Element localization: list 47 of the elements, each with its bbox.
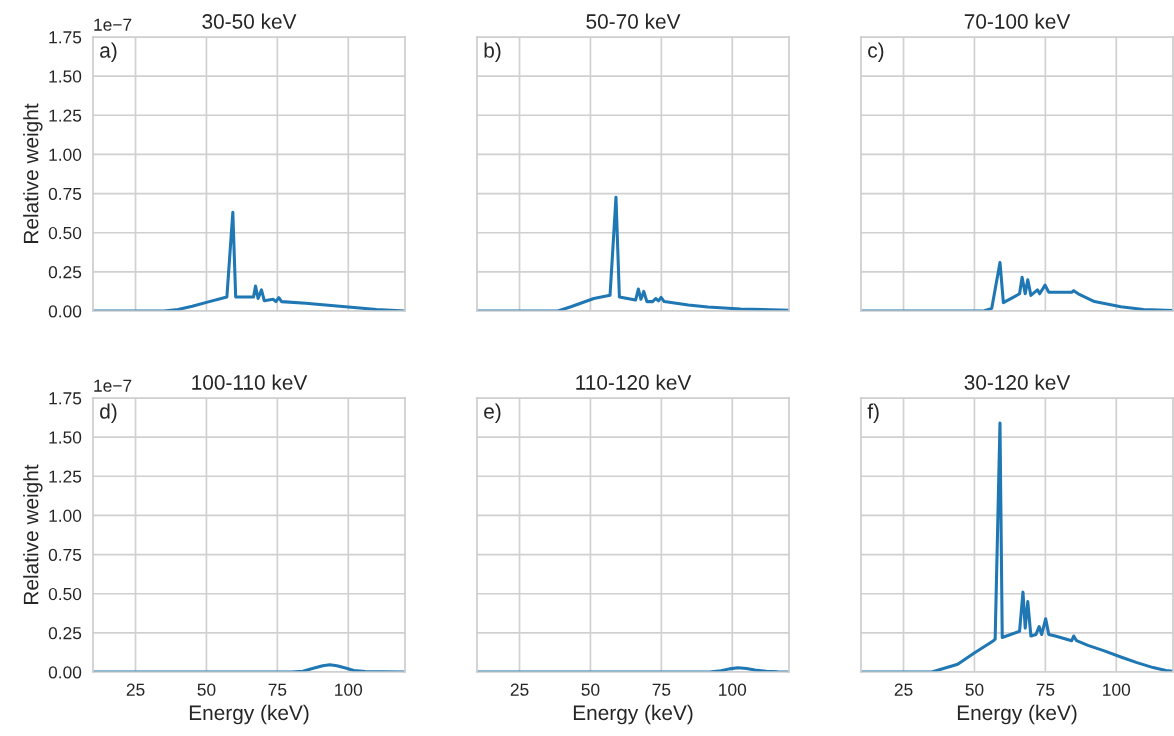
y-tick-label: 1.75 [49,31,82,44]
annotation: f) [867,403,879,423]
chart-title: 30-120 keV [964,374,1071,390]
y-tick-label: 0.75 [48,548,82,562]
x-tick-label: 100 [719,683,747,696]
x-axis-title: Energy (keV) [189,704,309,725]
chart-title: 50-70 keV [586,13,681,29]
annotation: d) [100,403,117,423]
x-tick-label: 25 [894,683,913,696]
y-tick-label: 1.25 [49,470,82,483]
x-tick-label: 25 [126,683,145,696]
y-tick-label: 0.50 [48,587,82,601]
y-tick-label: 0.00 [48,666,82,679]
chart-title: 100-110 keV [192,374,308,390]
y-axis-title: Relative weight [23,464,43,604]
y-tick-label: 0.75 [48,187,82,201]
annotation: b) [484,42,501,62]
y-tick-label: 1.75 [49,392,82,405]
x-tick-label: 50 [581,683,600,696]
x-axis-title: Energy (keV) [573,704,693,725]
y-tick-label: 1.00 [49,509,82,522]
annotation: e) [484,403,501,423]
x-tick-label: 75 [1036,683,1055,696]
chart-title: 30-50 keV [202,13,297,29]
x-tick-label: 75 [652,683,671,696]
x-tick-label: 50 [197,683,216,696]
y-tick-label: 1.00 [49,148,82,161]
y-tick-label: 0.00 [48,305,82,318]
annotation: c) [868,42,884,62]
y-tick-label: 1.50 [49,431,82,444]
y-axis-title: Relative weight [23,103,43,243]
y-tick-label: 0.25 [48,627,82,640]
text: 1e−7 [94,379,132,392]
x-tick-label: 100 [1103,683,1131,696]
x-tick-label: 75 [268,683,287,696]
x-tick-label: 100 [335,683,363,696]
annotation: a) [100,42,117,62]
y-tick-label: 0.50 [48,226,82,240]
y-tick-label: 1.25 [49,109,82,122]
x-axis-title: Energy (keV) [957,704,1077,725]
text: 1e−7 [94,18,132,31]
y-tick-label: 0.25 [48,266,82,279]
chart-title: 70-100 keV [964,13,1071,29]
y-tick-label: 1.50 [49,70,82,83]
x-tick-label: 50 [965,683,984,696]
chart-title: 110-120 keV [576,374,692,390]
x-tick-label: 25 [510,683,529,696]
